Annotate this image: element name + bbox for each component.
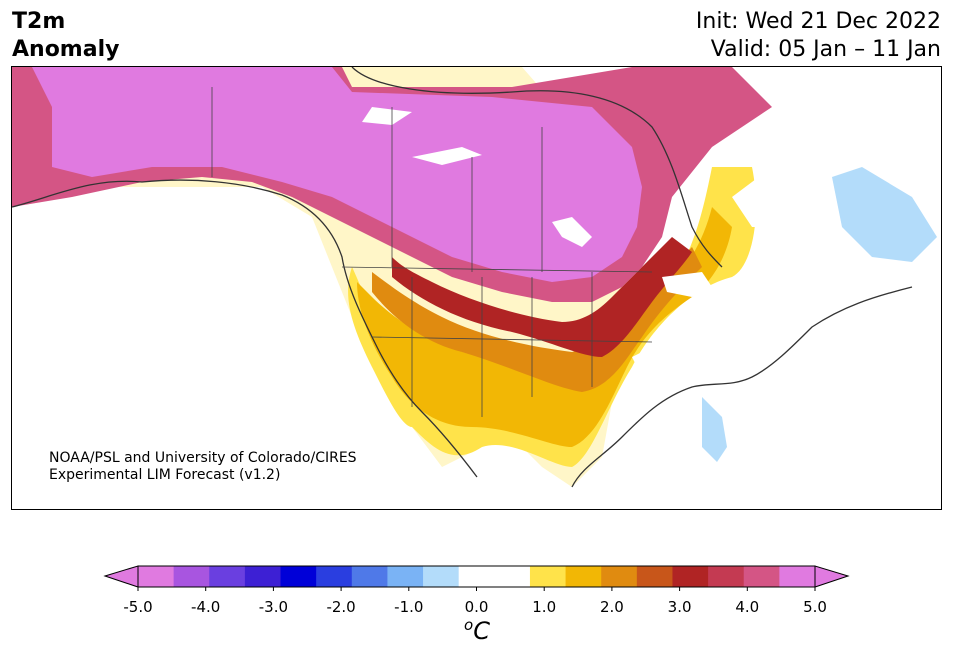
anomaly-max-band: [32, 67, 642, 282]
colorbar-tick-label: -4.0: [191, 598, 221, 616]
forecast-dates: Init: Wed 21 Dec 2022 Valid: 05 Jan – 11…: [696, 8, 941, 64]
us-canada-border: [341, 266, 653, 273]
colorbar-swatch: [423, 566, 460, 587]
colorbar-swatch: [708, 566, 745, 587]
great-slave-lake: [412, 147, 482, 165]
title-line-1: T2m: [12, 9, 66, 34]
pacific-coast-line: [12, 179, 478, 478]
colorbar-swatch: [351, 566, 388, 587]
map-title: T2m Anomaly: [12, 8, 119, 64]
colorbar-swatch: [743, 566, 780, 587]
colorbar-swatch: [173, 566, 210, 587]
colorbar-over-arrow: [814, 565, 850, 588]
political-borders: [211, 87, 653, 417]
colorbar-swatch: [244, 566, 282, 587]
colorbar-swatch: [636, 566, 673, 587]
credit-line-1: NOAA/PSL and University of Colorado/CIRE…: [49, 450, 357, 466]
colorbar-tick-label: -3.0: [258, 598, 289, 616]
great-bear-lake: [362, 107, 412, 125]
colorbar-swatch: [779, 566, 816, 587]
labrador-cool-anomaly: [832, 167, 937, 262]
anomaly-map: NOAA/PSL and University of Colorado/CIRE…: [11, 66, 942, 510]
colorbar-swatch: [565, 566, 602, 587]
state-border-5: [371, 336, 653, 343]
colorbar-swatch: [316, 566, 353, 587]
colorbar-under-arrow: [103, 565, 139, 588]
colorbar-tick-label: -1.0: [394, 598, 424, 616]
valid-date: Valid: 05 Jan – 11 Jan: [710, 37, 941, 62]
colorbar-swatch: [209, 566, 246, 587]
colorbar-swatch: [387, 566, 424, 587]
colorbar-swatch: [280, 566, 317, 587]
colorbar-tick-label: 2.0: [599, 598, 624, 616]
colorbar-tick-label: 0.0: [464, 598, 489, 616]
great-lakes: [662, 272, 712, 297]
colorbar-tick-label: -5.0: [123, 598, 153, 616]
eastern-us-neutral: [632, 307, 812, 407]
colorbar-tick-label: 5.0: [803, 598, 827, 616]
unit-superscript: o: [464, 616, 474, 634]
colorbar-swatch: [672, 566, 709, 587]
atlantic-gulf-coast-line: [571, 286, 913, 488]
colorbar-tick-label: -2.0: [326, 598, 356, 616]
colorbar-swatch: [138, 566, 175, 587]
colorbar-tick-label: 3.0: [667, 598, 692, 616]
credit-line-2: Experimental LIM Forecast (v1.2): [49, 467, 281, 483]
colorbar-tick-marks: [137, 587, 816, 591]
map-svg: [12, 67, 941, 509]
florida-cool-anomaly: [702, 397, 727, 462]
colorbar-swatch: [494, 566, 531, 587]
lake-winnipeg: [552, 217, 592, 247]
colorbar-swatch: [529, 566, 567, 587]
anomaly-4c-band: [392, 237, 692, 357]
hudson-arctic-coast-line: [351, 67, 723, 268]
anomaly-2c-band: [357, 207, 732, 447]
colorbar-swatches: [138, 566, 816, 587]
coastlines: [12, 67, 913, 488]
unit-base: C: [473, 617, 490, 645]
colorbar-unit: oC: [464, 616, 490, 645]
colorbar-swatch: [601, 566, 638, 587]
anomaly-3c-band: [372, 247, 702, 392]
init-date: Init: Wed 21 Dec 2022: [695, 9, 941, 34]
title-line-2: Anomaly: [12, 37, 120, 62]
colorbar-tick-label: 1.0: [532, 598, 557, 616]
colorbar-swatch: [458, 566, 495, 587]
colorbar-tick-label: 4.0: [735, 598, 760, 616]
data-credit: NOAA/PSL and University of Colorado/CIRE…: [49, 450, 357, 484]
